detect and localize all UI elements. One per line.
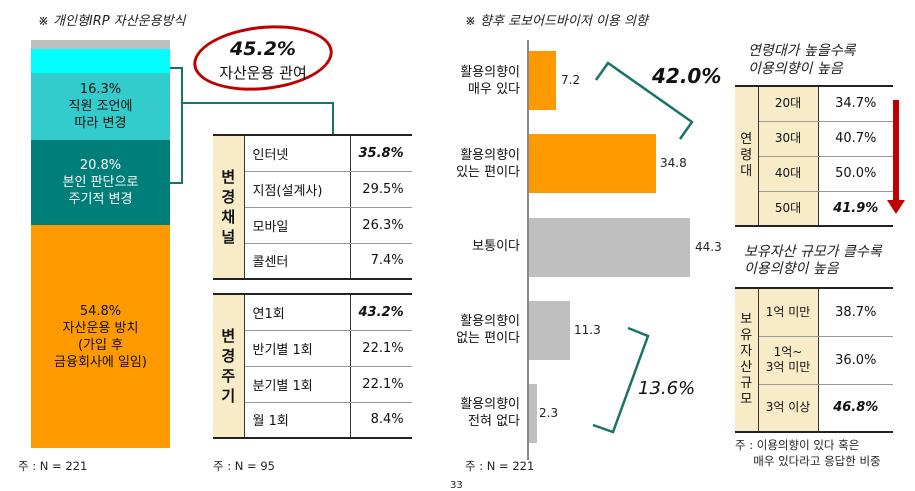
table-cell-value: 34.7% [818, 86, 893, 122]
table-cell-value: 26.3% [350, 207, 412, 244]
channel-table: 변 경 채 널 인터넷 35.8% 지점(설계사) 29.5% 모바일 26.3… [213, 134, 412, 280]
segment-label: 직원 조언에 [68, 99, 133, 114]
table-cell-label: 지점(설계사) [244, 171, 351, 208]
table-cell-label: 20대 [758, 86, 819, 122]
table-cell-value: 35.8% [350, 135, 412, 172]
cycle-table: 변 경 주 기 연1회 43.2% 반기별 1회 22.1% 분기별 1회 22… [213, 293, 412, 439]
table-cell-label: 40대 [758, 156, 819, 192]
table-cell-value: 8.4% [370, 412, 404, 428]
table-cell-value: 50.0% [818, 156, 893, 192]
segment-self-judgement: 20.8% 본인 판단으로 주기적 변경 [31, 140, 170, 225]
bar-very-willing [529, 51, 556, 110]
table-cell-label: 1억~ 3억 미만 [758, 336, 819, 385]
bar-chart-title: ※ 향후 로보어드바이저 이용 의향 [465, 14, 648, 29]
segment-gray [31, 40, 170, 49]
bar-category-label: 보통이다 [472, 239, 520, 254]
table-cell-value: 43.2% [350, 294, 412, 331]
asset-note: 주 : 이용의향이 있다 혹은 매우 있다라고 응답한 비중 [735, 438, 881, 468]
table-cell-value: 22.1% [350, 366, 412, 403]
cycle-table-header: 변 경 주 기 [213, 294, 245, 438]
segment-cyan [31, 49, 170, 73]
callout-42: 42.0% [652, 64, 722, 88]
age-table-title: 연령대가 높을수록 이용의향이 높음 [748, 43, 856, 77]
table-cell-value: 41.9% [833, 200, 879, 216]
segment-label: (가입 후 [77, 337, 124, 353]
table-cell-label: 50대 [758, 191, 819, 226]
table-cell-label: 3억 이상 [758, 384, 819, 432]
bar-not-willing [529, 384, 537, 443]
table-cell-label: 콜센터 [244, 243, 351, 279]
bar-category-label: 활용의향이 없는 편이다 [456, 314, 520, 346]
callout-13-6: 13.6% [638, 378, 696, 399]
channel-table-header: 변 경 채 널 [213, 135, 245, 279]
bar-somewhat-unwilling [529, 301, 570, 360]
segment-staff-advice: 16.3% 직원 조언에 따라 변경 [31, 73, 170, 140]
bar-category-label: 활용의향이 매우 있다 [460, 65, 520, 97]
segment-label: 주기적 변경 [68, 192, 133, 207]
table-cell-label: 30대 [758, 121, 819, 157]
segment-pct: 54.8% [79, 303, 122, 319]
bar-neutral [529, 218, 690, 277]
bar-category-label: 활용의향이 있는 편이다 [456, 148, 520, 180]
table-cell-label: 월 1회 [244, 402, 351, 438]
segment-label: 따라 변경 [74, 116, 127, 131]
table-cell-value: 46.8% [833, 400, 879, 416]
segment-label: 자산운용 방치 [62, 320, 139, 336]
bar-value: 11.3 [574, 323, 601, 337]
asset-table-title: 보유자산 규모가 클수록 이용의향이 높음 [744, 244, 882, 277]
bar-chart-note: 주 : N = 221 [465, 459, 535, 473]
callout-label: 자산운용 관여 [219, 64, 307, 82]
segment-pct: 16.3% [79, 82, 122, 97]
segment-pct: 20.8% [79, 158, 122, 173]
table-cell-label: 1억 미만 [758, 288, 819, 337]
table-cell-value: 7.4% [370, 253, 404, 269]
bar-value: 44.3 [695, 240, 722, 254]
left-chart-title: ※ 개인형IRP 자산운용방식 [38, 14, 186, 29]
table-cell-value: 22.1% [350, 330, 412, 367]
page-number: 33 [450, 480, 463, 491]
table-cell-label: 모바일 [244, 207, 351, 244]
bar-value: 7.2 [561, 73, 581, 87]
table-cell-value: 40.7% [818, 121, 893, 157]
segment-label: 금융회사에 일임) [54, 354, 147, 370]
table-cell-value: 36.0% [818, 336, 893, 385]
segment-neglect: 54.8% 자산운용 방치 (가입 후 금융회사에 일임) [31, 225, 170, 448]
segment-label: 본인 판단으로 [62, 175, 139, 190]
table-cell-label: 연1회 [244, 294, 351, 331]
table-cell-value: 38.7% [818, 288, 893, 337]
bar-category-label: 활용의향이 전혀 없다 [460, 397, 520, 429]
bar-value: 34.8 [660, 156, 687, 170]
y-axis [527, 40, 529, 460]
table-cell-label: 반기별 1회 [244, 330, 351, 367]
left-note: 주 : N = 221 [18, 459, 88, 473]
table-cell-value: 29.5% [350, 171, 412, 208]
table-cell-label: 분기별 1회 [244, 366, 351, 403]
callout-percent: 45.2% [230, 38, 296, 60]
bar-value: 2.3 [539, 406, 559, 420]
bar-somewhat-willing [529, 134, 656, 193]
cycle-note: 주 : N = 95 [213, 459, 275, 473]
table-cell-label: 인터넷 [244, 135, 351, 172]
